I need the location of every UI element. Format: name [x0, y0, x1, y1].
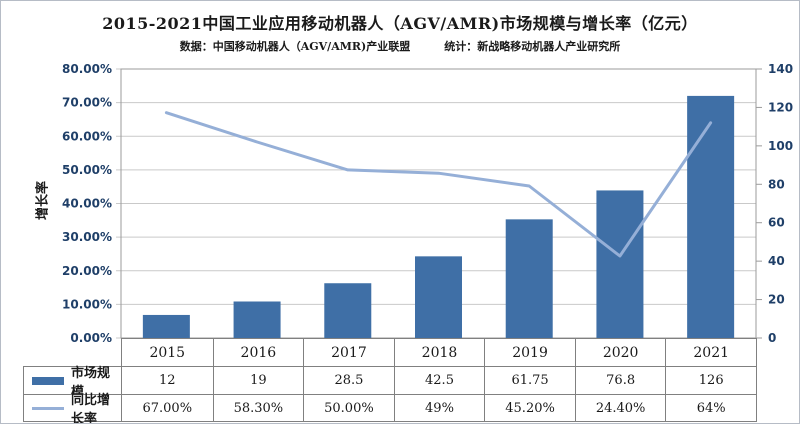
market-size-cell: 12: [159, 373, 176, 388]
year-cell: 2015: [149, 344, 186, 361]
bar-2017: [324, 283, 372, 338]
right-axis-tick-label: 100: [768, 139, 793, 153]
right-axis-tick-label: 120: [768, 100, 793, 114]
chart-source-left: 数据：中国移动机器人（AGV/AMR)产业联盟: [179, 40, 411, 53]
year-cell: 2017: [303, 339, 394, 366]
right-axis-tick-label: 0: [768, 331, 776, 345]
growth-rate-cell: 67.00%: [142, 400, 193, 416]
bar-2021: [687, 95, 735, 339]
growth-rate-cell: 58.30%: [212, 395, 304, 421]
growth-rate-cell: 50.00%: [303, 395, 394, 421]
bar-2020: [596, 190, 644, 338]
chart-source-right: 统计：新战略移动机器人产业研究所: [444, 40, 621, 53]
growth-rate-cell: 45.20%: [484, 395, 575, 421]
left-axis-tick-label: 60.00%: [62, 129, 112, 143]
bar-2019: [505, 219, 553, 338]
market-size-cell: 61.75: [484, 367, 575, 394]
year-cell: 2018: [393, 339, 485, 366]
left-axis-tick-label: 10.00%: [62, 297, 112, 311]
left-axis-tick-label: 30.00%: [62, 230, 112, 244]
legend-growth-rate: 同比增长率: [23, 393, 122, 423]
market-size-cell: 76.8: [574, 367, 666, 394]
legend-growth-rate-label: 同比增长率: [71, 393, 111, 424]
right-axis-tick-label: 140: [768, 62, 793, 76]
market-size-cell: 19: [212, 367, 304, 394]
left-axis-tick-label: 0.00%: [70, 331, 112, 345]
bar-2015: [142, 314, 190, 338]
left-axis-tick-label: 80.00%: [62, 62, 112, 76]
market-size-cell: 28.5: [303, 367, 394, 394]
line-legend-swatch: [32, 406, 64, 410]
growth-rate-cell: 49%: [393, 395, 485, 421]
left-axis-tick-label: 40.00%: [62, 197, 112, 211]
market-size-cell: 42.5: [393, 367, 485, 394]
left-axis-tick-label: 50.00%: [62, 163, 112, 177]
right-axis-tick-label: 80: [768, 177, 785, 191]
bar-legend-swatch: [32, 376, 64, 385]
right-axis-tick-label: 20: [768, 293, 785, 307]
chart-subtitle: 数据：中国移动机器人（AGV/AMR)产业联盟 统计：新战略移动机器人产业研究所: [1, 38, 799, 54]
growth-rate-cell: 64%: [665, 395, 756, 421]
chart-title: 2015-2021中国工业应用移动机器人（AGV/AMR)市场规模与增长率（亿元…: [102, 14, 698, 33]
growth-line: [164, 111, 713, 258]
year-cell: 2021: [665, 339, 756, 366]
year-cell: 2020: [574, 339, 666, 366]
year-cell: 2019: [484, 339, 575, 366]
right-axis-tick-label: 60: [768, 216, 785, 230]
left-axis-tick-label: 70.00%: [62, 96, 112, 110]
growth-rate-cell: 24.40%: [574, 395, 666, 421]
bar-2018: [415, 256, 462, 338]
bar-2016: [233, 301, 281, 338]
left-axis-tick-label: 20.00%: [62, 264, 112, 278]
market-size-cell: 126: [665, 367, 756, 394]
year-cell: 2016: [212, 339, 304, 366]
right-axis-tick-label: 40: [768, 254, 785, 268]
